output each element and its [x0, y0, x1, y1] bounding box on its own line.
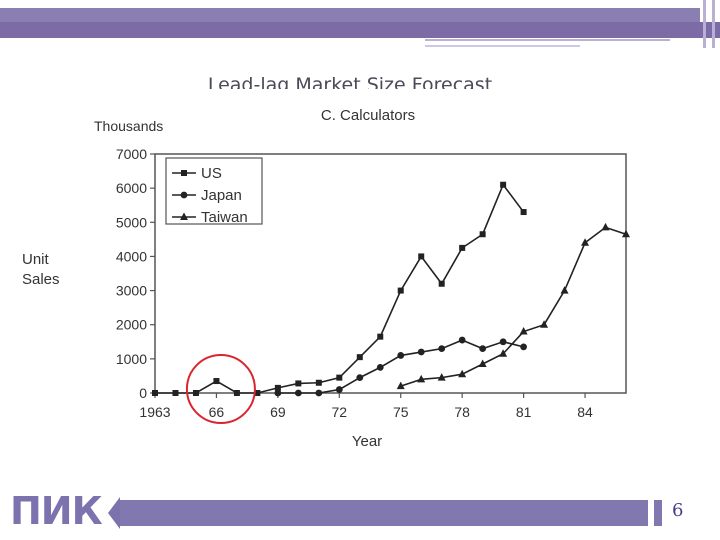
data-point-taiwan	[417, 374, 426, 383]
slide-title: Lead-lag Market Size Forecast	[207, 74, 493, 89]
data-point-taiwan	[458, 369, 467, 378]
plot-frame	[154, 153, 627, 394]
data-point-us	[500, 181, 507, 188]
data-point-japan	[315, 389, 323, 397]
y-tick-label: 3000	[116, 283, 147, 299]
series-japan	[274, 336, 528, 397]
data-point-taiwan	[540, 320, 549, 328]
y-tick-label: 6000	[116, 180, 147, 196]
data-point-japan	[520, 343, 528, 351]
data-point-taiwan	[478, 359, 487, 367]
data-point-japan	[458, 336, 466, 344]
data-point-us	[377, 333, 384, 340]
data-point-us	[233, 390, 240, 396]
header-corner-line	[703, 0, 706, 48]
data-point-us	[172, 390, 179, 396]
data-point-taiwan	[499, 349, 508, 357]
x-tick-label: 66	[209, 404, 225, 420]
data-point-us	[152, 390, 158, 396]
data-point-us	[295, 380, 302, 387]
x-axis-label: Year	[352, 433, 382, 450]
data-point-us	[336, 374, 343, 381]
header-band	[0, 8, 700, 26]
data-point-japan	[499, 338, 507, 346]
data-point-us	[418, 253, 425, 260]
legend-entry-taiwan: Taiwan	[201, 209, 248, 226]
series-taiwan	[396, 222, 630, 390]
data-point-taiwan	[581, 238, 590, 246]
y-unit-label: Thousands	[94, 118, 163, 134]
logo-text: ПИК	[10, 489, 103, 533]
header-rule-long	[425, 39, 670, 41]
header-bar	[0, 22, 720, 38]
data-point-japan	[294, 389, 302, 397]
y-tick-label: 1000	[116, 351, 147, 367]
data-point-japan	[356, 374, 364, 382]
data-point-japan	[335, 386, 343, 393]
y-tick-label: 2000	[116, 317, 147, 333]
x-tick-label: 69	[270, 404, 286, 420]
data-point-japan	[376, 363, 384, 371]
data-point-japan	[479, 345, 487, 353]
x-tick-label: 81	[516, 404, 532, 420]
legend-entry-us: US	[201, 165, 222, 182]
data-point-japan	[438, 345, 446, 353]
data-point-taiwan	[560, 286, 569, 294]
x-tick-label: 84	[577, 404, 593, 420]
company-logo: ПИК	[10, 489, 103, 533]
x-tick-label: 1963	[139, 404, 170, 420]
data-point-japan	[417, 348, 425, 356]
x-tick-label: 72	[332, 404, 348, 420]
legend-box	[165, 157, 263, 225]
data-point-us	[254, 390, 261, 396]
y-tick-label: 4000	[116, 248, 147, 264]
chart-title: C. Calculators	[321, 107, 415, 124]
data-point-taiwan	[601, 222, 610, 231]
y-tick-label: 7000	[116, 146, 147, 162]
data-point-us	[479, 231, 486, 238]
data-point-us	[356, 354, 363, 361]
data-point-taiwan	[396, 381, 405, 390]
legend-marker	[180, 212, 188, 220]
page-number: 6	[672, 500, 684, 521]
calculators-chart: C. Calculators Thousands Unit Sales Year …	[22, 107, 630, 450]
legend: US Japan Taiwan	[165, 157, 263, 226]
legend-marker	[180, 191, 188, 199]
x-tick-label: 75	[393, 404, 409, 420]
highlight-circle	[185, 354, 256, 424]
data-point-taiwan	[519, 327, 528, 335]
legend-marker	[181, 170, 187, 176]
series-us	[152, 181, 527, 396]
y-axis-label: Unit Sales	[22, 251, 60, 288]
footer-bar-end	[654, 500, 662, 526]
y-tick-label: 0	[139, 385, 147, 401]
legend-entry-japan: Japan	[201, 187, 242, 204]
data-point-taiwan	[437, 373, 446, 381]
x-tick-label: 78	[454, 404, 470, 420]
header-rule-short	[425, 45, 580, 47]
data-point-us	[397, 287, 404, 294]
data-point-us	[315, 379, 322, 386]
data-point-japan	[397, 352, 405, 359]
logo-arrow-icon	[108, 497, 120, 529]
data-point-us	[520, 209, 527, 216]
data-point-us	[459, 244, 466, 251]
y-tick-label: 5000	[116, 214, 147, 230]
data-point-us	[213, 378, 220, 385]
footer-bar	[118, 500, 648, 526]
data-point-taiwan	[622, 229, 630, 238]
data-point-us	[438, 280, 445, 287]
data-point-us	[192, 390, 199, 396]
data-point-japan	[274, 389, 282, 397]
header-corner-line	[712, 0, 715, 48]
data-point-us	[274, 384, 281, 391]
series-line-taiwan	[400, 226, 627, 387]
